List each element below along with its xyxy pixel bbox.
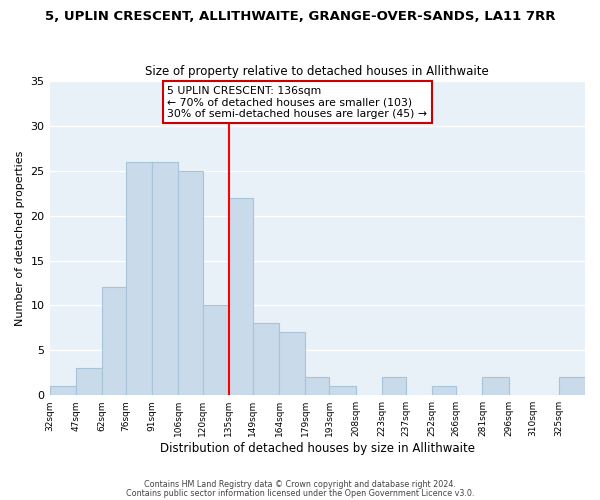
Bar (229, 198, 253, 395)
Text: 5 UPLIN CRESCENT: 136sqm
← 70% of detached houses are smaller (103)
30% of semi-: 5 UPLIN CRESCENT: 136sqm ← 70% of detach… (167, 86, 427, 119)
Bar (382, 378, 406, 395)
Text: Contains public sector information licensed under the Open Government Licence v3: Contains public sector information licen… (126, 490, 474, 498)
Text: Contains HM Land Registry data © Crown copyright and database right 2024.: Contains HM Land Registry data © Crown c… (144, 480, 456, 489)
Bar (101, 288, 126, 395)
Bar (203, 306, 229, 395)
Bar (329, 386, 356, 395)
Bar (432, 386, 457, 395)
Bar (253, 324, 279, 395)
Bar (178, 171, 203, 395)
Y-axis label: Number of detached properties: Number of detached properties (15, 150, 25, 326)
Bar (482, 378, 509, 395)
X-axis label: Distribution of detached houses by size in Allithwaite: Distribution of detached houses by size … (160, 442, 475, 455)
Bar (152, 162, 178, 395)
Bar (50, 386, 76, 395)
Bar (279, 332, 305, 395)
Text: 5, UPLIN CRESCENT, ALLITHWAITE, GRANGE-OVER-SANDS, LA11 7RR: 5, UPLIN CRESCENT, ALLITHWAITE, GRANGE-O… (45, 10, 555, 23)
Bar (559, 378, 585, 395)
Bar (126, 162, 152, 395)
Bar (76, 368, 101, 395)
Title: Size of property relative to detached houses in Allithwaite: Size of property relative to detached ho… (145, 66, 489, 78)
Bar (305, 378, 329, 395)
